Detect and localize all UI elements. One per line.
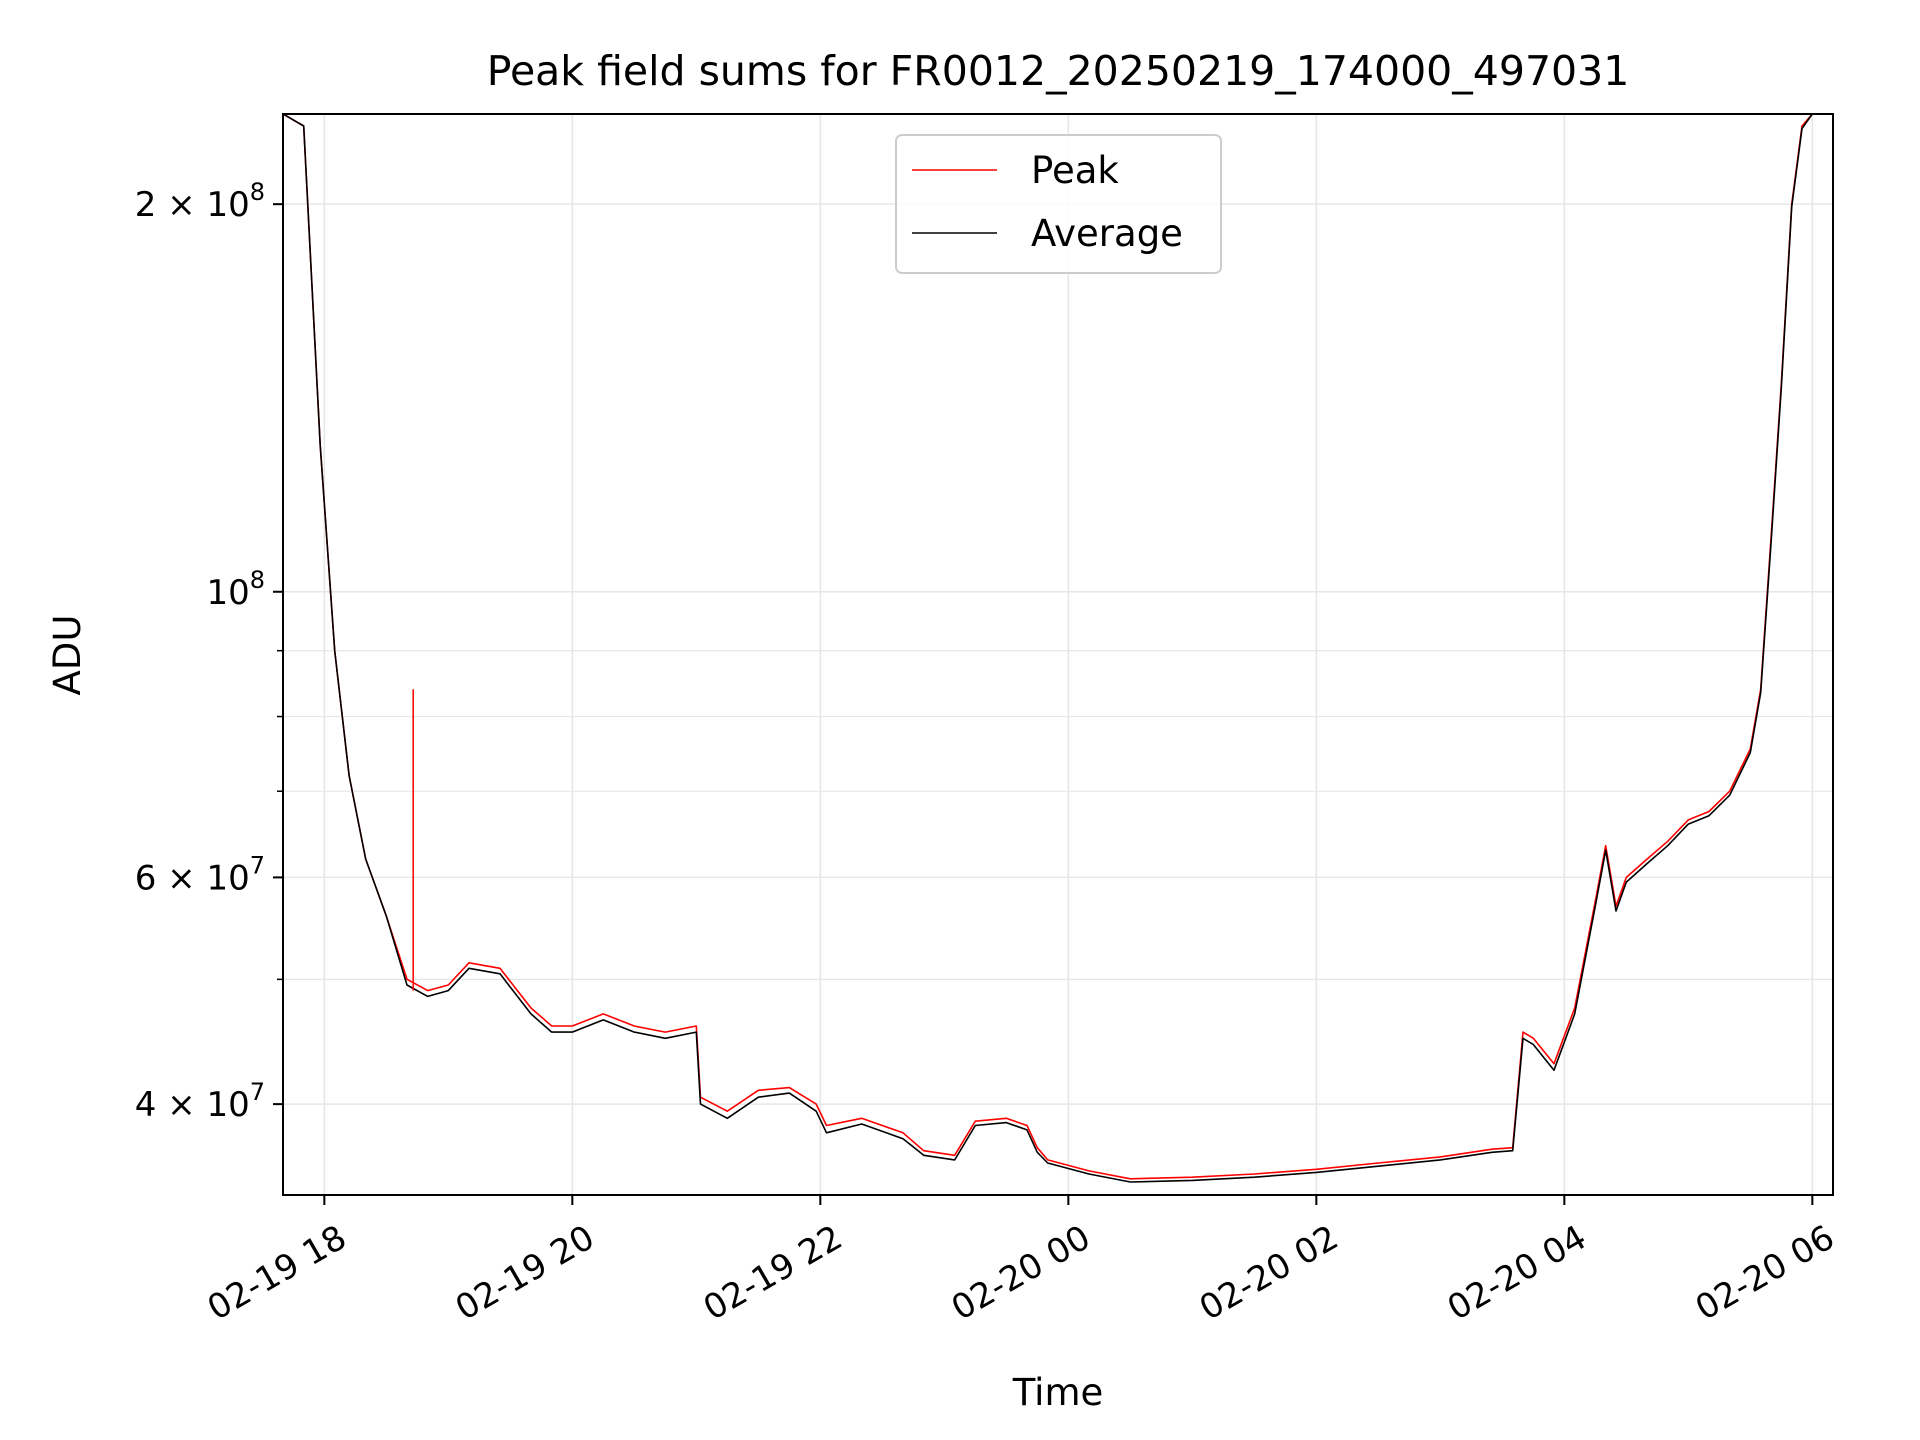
y-axis-label: ADU <box>46 615 89 696</box>
series-line-peak <box>283 114 1813 1180</box>
series-layer <box>283 114 1813 1183</box>
axes-frame <box>282 113 1834 1196</box>
y-tick-label: 6 × 107 <box>135 851 265 898</box>
x-axis-label: Time <box>1012 1371 1104 1414</box>
y-tick-label: 2 × 108 <box>135 178 265 225</box>
legend-label-peak: Peak <box>1031 149 1119 192</box>
plot-area <box>283 114 1833 1195</box>
y-tick-label: 108 <box>206 566 265 613</box>
y-tick-label: 4 × 107 <box>135 1078 265 1125</box>
y-axis: 4 × 107 6 × 107 108 2 × 108 <box>135 178 283 1125</box>
legend-label-average: Average <box>1031 212 1183 255</box>
chart-title: Peak field sums for FR0012_20250219_1740… <box>487 47 1630 95</box>
legend: Peak Average <box>895 134 1222 274</box>
series-line-average <box>283 114 1813 1183</box>
